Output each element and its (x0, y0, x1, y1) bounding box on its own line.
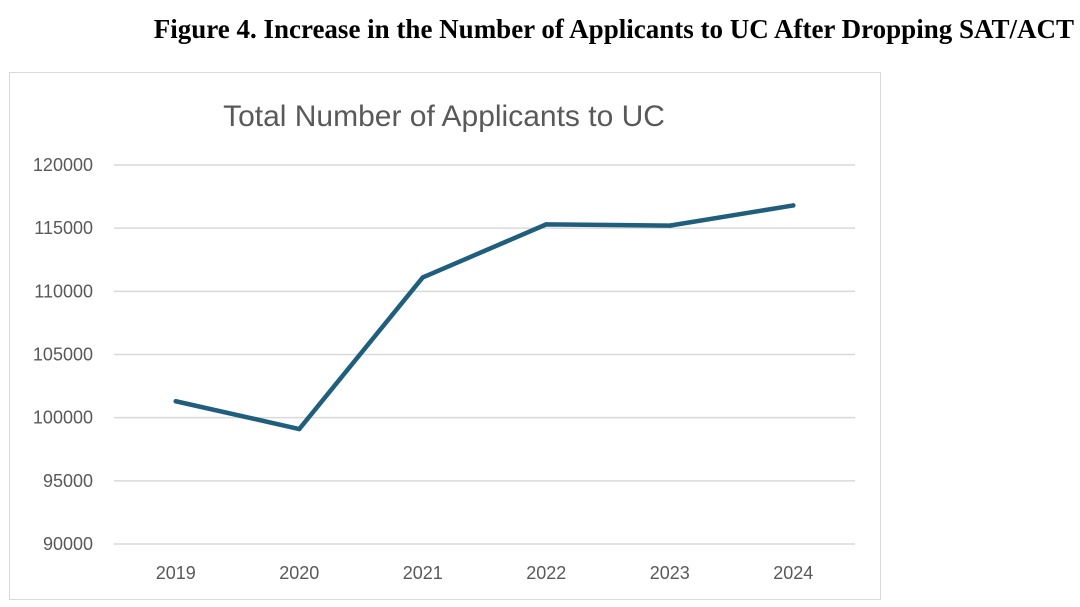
data-point-2024 (791, 203, 796, 208)
data-point-2020 (297, 426, 302, 432)
y-axis-tick-labels: 90000 95000 100000 105000 110000 115000 120000 (33, 155, 93, 554)
y-tick-label: 100000 (33, 408, 93, 428)
x-tick-label: 2020 (279, 563, 319, 583)
y-tick-label: 115000 (34, 218, 93, 238)
chart-title: Total Number of Applicants to UC (223, 100, 665, 133)
chart-frame (9, 72, 881, 600)
x-tick-label: 2022 (526, 563, 566, 583)
x-tick-label: 2021 (403, 563, 443, 583)
x-axis-tick-labels: 2019 2020 2021 2022 2023 2024 (156, 563, 814, 583)
data-point-2021 (420, 275, 425, 280)
x-tick-label: 2023 (650, 563, 690, 583)
x-tick-label: 2019 (156, 563, 196, 583)
y-tick-label: 120000 (33, 155, 93, 175)
data-point-2023 (667, 223, 672, 228)
data-point-2022 (544, 222, 549, 227)
y-tick-label: 110000 (34, 281, 93, 301)
data-point-2019 (173, 399, 178, 404)
series-layer (173, 203, 796, 432)
y-tick-label: 90000 (43, 534, 93, 554)
series-line-0 (173, 203, 796, 432)
figure-caption: Figure 4. Increase in the Number of Appl… (153, 14, 1074, 44)
y-tick-label: 95000 (43, 471, 93, 491)
x-tick-label: 2024 (773, 563, 813, 583)
y-tick-label: 105000 (33, 345, 93, 365)
gridlines (114, 164, 855, 545)
